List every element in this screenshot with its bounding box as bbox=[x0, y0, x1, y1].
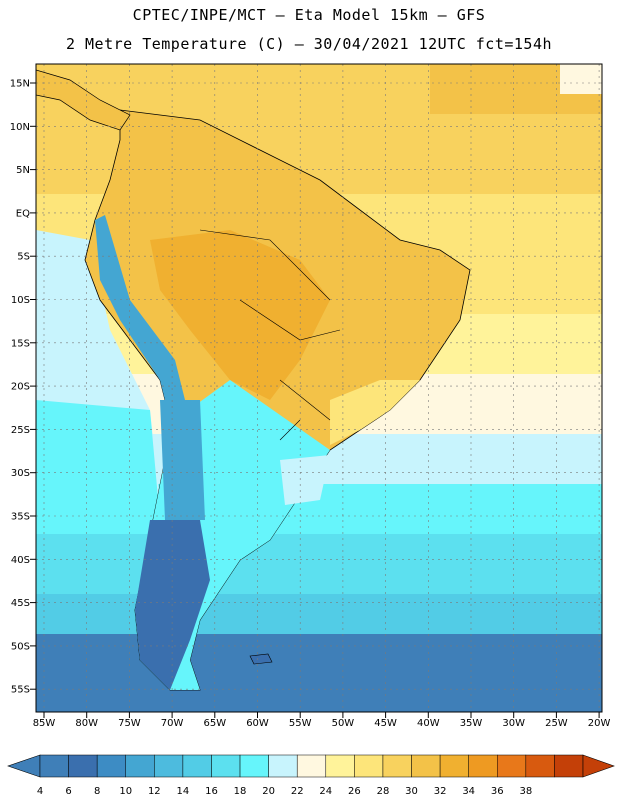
latitude-labels: 15N 10N 5N EQ 5S 10S 15S 20S 25S 30S 35S 40S 45S 50S 5… bbox=[10, 79, 36, 696]
colorbar-tick-label: 22 bbox=[291, 786, 304, 797]
colorbar-tick-label: 20 bbox=[262, 786, 275, 797]
lon-label: 20W bbox=[588, 718, 611, 729]
colorbar-tick-label: 16 bbox=[205, 786, 218, 797]
colorbar-tick-label: 14 bbox=[177, 786, 190, 797]
lon-label: 75W bbox=[118, 718, 141, 729]
lon-label: 55W bbox=[289, 718, 312, 729]
colorbar-tick-label: 18 bbox=[234, 786, 247, 797]
colorbar-tick-label: 4 bbox=[37, 786, 43, 797]
lon-label: 45W bbox=[374, 718, 397, 729]
lat-label: 5S bbox=[17, 252, 30, 263]
map-field bbox=[36, 64, 602, 712]
lon-label: 35W bbox=[460, 718, 483, 729]
colorbar-tick-label: 30 bbox=[405, 786, 418, 797]
colorbar-tick-label: 8 bbox=[94, 786, 100, 797]
colorbar-tick-label: 24 bbox=[319, 786, 332, 797]
lat-label: 40S bbox=[11, 555, 30, 566]
lat-label: 55S bbox=[11, 685, 30, 696]
colorbar bbox=[7, 754, 615, 778]
lon-label: 70W bbox=[161, 718, 184, 729]
colorbar-swatch bbox=[39, 754, 69, 778]
lat-label: EQ bbox=[16, 208, 30, 219]
colorbar-tick-label: 12 bbox=[148, 786, 161, 797]
colorbar-tick-label: 38 bbox=[519, 786, 532, 797]
lon-label: 85W bbox=[33, 718, 56, 729]
lat-label: 30S bbox=[11, 468, 30, 479]
colorbar-tick-label: 10 bbox=[119, 786, 132, 797]
lat-label: 10N bbox=[10, 122, 30, 133]
colorbar-tick-label: 36 bbox=[491, 786, 504, 797]
lat-label: 45S bbox=[11, 598, 30, 609]
lon-label: 40W bbox=[417, 718, 440, 729]
lat-label: 5N bbox=[16, 165, 30, 176]
colorbar-swatch bbox=[68, 754, 98, 778]
lon-label: 80W bbox=[75, 718, 98, 729]
title-line-2: 2 Metre Temperature (C) – 30/04/2021 12U… bbox=[65, 35, 553, 53]
colorbar-swatch bbox=[554, 754, 584, 778]
lon-label: 65W bbox=[203, 718, 226, 729]
colorbar-tick-label: 6 bbox=[65, 786, 71, 797]
colorbar-swatch bbox=[439, 754, 469, 778]
colorbar-swatch bbox=[382, 754, 412, 778]
title-line-1: CPTEC/INPE/MCT – Eta Model 15km – GFS bbox=[132, 6, 486, 24]
colorbar-low-arrow bbox=[7, 754, 41, 778]
graticule bbox=[36, 64, 602, 712]
colorbar-swatch bbox=[268, 754, 298, 778]
colorbar-tick-label: 32 bbox=[434, 786, 447, 797]
colorbar-swatch bbox=[525, 754, 555, 778]
lat-label: 50S bbox=[11, 641, 30, 652]
colorbar-swatch bbox=[468, 754, 498, 778]
colorbar-tick-label: 34 bbox=[462, 786, 475, 797]
map-frame bbox=[35, 63, 603, 713]
colorbar-tick-label: 28 bbox=[377, 786, 390, 797]
colorbar-tick-label: 26 bbox=[348, 786, 361, 797]
colorbar-ticks: 4 6 8 10 12 14 16 18 20 22 24 26 28 30 32 34 36 38 bbox=[37, 786, 532, 797]
lat-label: 35S bbox=[11, 512, 30, 523]
colorbar-swatch bbox=[411, 754, 441, 778]
lat-label: 10S bbox=[11, 295, 30, 306]
lat-label: 15S bbox=[11, 338, 30, 349]
lon-label: 50W bbox=[332, 718, 355, 729]
longitude-labels: 85W 80W 75W 70W 65W 60W 55W 50W 45W 40W 35W 30W 25W 2… bbox=[33, 712, 611, 729]
colorbar-swatch bbox=[354, 754, 384, 778]
colorbar-swatch bbox=[125, 754, 155, 778]
colorbar-high-arrow bbox=[582, 754, 615, 778]
colorbar-swatch bbox=[296, 754, 327, 778]
colorbar-swatch bbox=[325, 754, 355, 778]
colorbar-swatch bbox=[211, 754, 241, 778]
lat-label: 15N bbox=[10, 79, 30, 90]
lat-label: 25S bbox=[11, 425, 30, 436]
lon-label: 25W bbox=[545, 718, 568, 729]
lon-label: 60W bbox=[246, 718, 269, 729]
colorbar-swatch bbox=[239, 754, 269, 778]
lon-label: 30W bbox=[502, 718, 525, 729]
colorbar-swatch bbox=[154, 754, 184, 778]
colorbar-swatch bbox=[497, 754, 527, 778]
lat-label: 20S bbox=[11, 382, 30, 393]
colorbar-swatch bbox=[96, 754, 126, 778]
colorbar-swatch bbox=[182, 754, 212, 778]
